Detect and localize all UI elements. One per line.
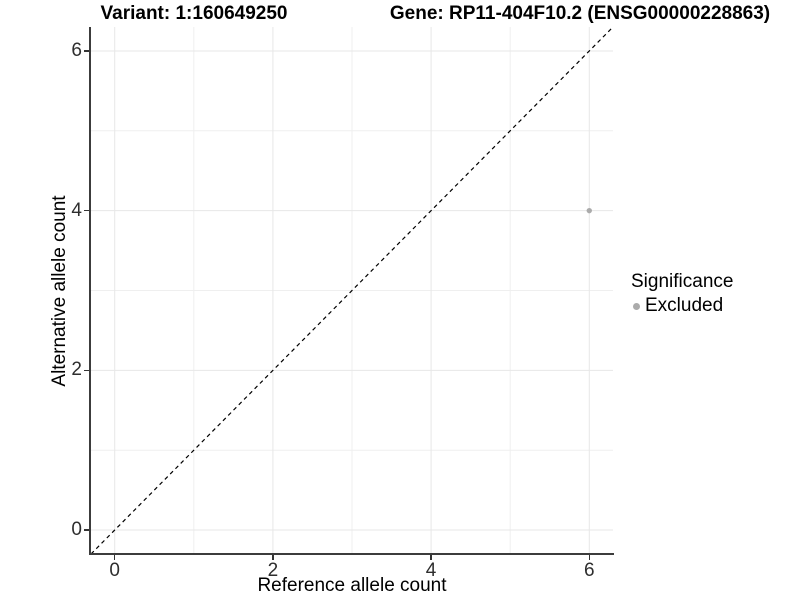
x-axis-line xyxy=(88,553,614,555)
x-tick-mark xyxy=(430,555,432,560)
legend-label: Excluded xyxy=(645,295,724,316)
x-tick-mark xyxy=(113,555,116,560)
y-tick-mark xyxy=(84,209,89,212)
legend-title: Significance xyxy=(631,271,734,292)
x-tick-label: 4 xyxy=(425,560,437,581)
x-axis-title: Reference allele count xyxy=(257,575,447,596)
data-point xyxy=(586,207,592,214)
legend: Significance Excluded xyxy=(631,270,733,317)
legend-item-excluded: Excluded xyxy=(631,295,733,317)
y-tick-label: 0 xyxy=(71,519,82,541)
variant-title: Variant: 1:160649250 xyxy=(100,3,288,24)
x-tick-label: 6 xyxy=(583,560,595,581)
plot-canvas xyxy=(90,26,614,555)
legend-point-icon xyxy=(633,302,640,310)
y-tick-label: 2 xyxy=(71,359,82,381)
identity-line xyxy=(90,26,614,555)
y-axis-title: Alternative allele count xyxy=(49,195,70,387)
x-tick-label: 2 xyxy=(267,560,279,581)
y-tick-mark xyxy=(84,50,89,52)
y-tick-mark xyxy=(84,369,89,372)
y-tick-label: 6 xyxy=(71,39,82,61)
x-tick-mark xyxy=(588,555,591,560)
y-tick-mark xyxy=(84,529,89,531)
plot-panel xyxy=(90,26,614,555)
y-tick-label: 4 xyxy=(71,199,82,221)
x-tick-label: 0 xyxy=(109,560,120,581)
gene-title: Gene: RP11-404F10.2 (ENSG00000228863) xyxy=(389,3,771,24)
x-tick-mark xyxy=(272,555,274,560)
y-axis-line xyxy=(88,27,91,555)
